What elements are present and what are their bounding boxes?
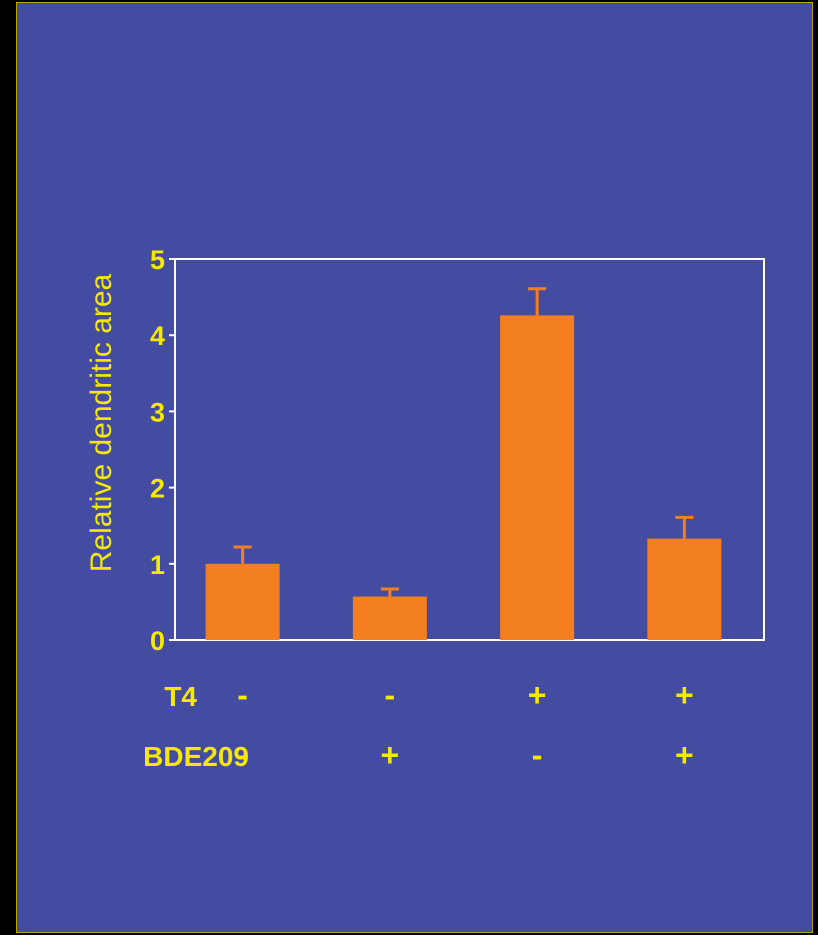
condition-table: T4- - + +BDE209- + - + [143,677,694,773]
y-tick-label: 1 [150,550,165,580]
bar [500,315,575,640]
condition-sign: - [237,737,248,773]
condition-sign: + [675,677,694,713]
condition-sign: - [237,677,248,713]
condition-sign: + [675,737,694,773]
y-tick-label: 0 [150,626,165,656]
plot-frame [174,258,765,641]
condition-sign: + [381,737,400,773]
condition-label: BDE209 [143,741,249,772]
bar [647,538,722,640]
slide-background: Relative dendritic area 0 1 2 3 4 5 T4 - - + + BDE… [16,2,813,933]
bar-chart: Relative dendritic area 0 1 2 3 4 5 T4 - - + + BDE… [85,245,765,773]
y-tick-label: 4 [150,321,165,351]
condition-sign: - [385,677,396,713]
bar [205,563,280,640]
y-axis-label: Relative dendritic area [85,273,118,572]
condition-label: T4 [164,681,197,712]
condition-sign: + [528,677,547,713]
y-tick-label: 3 [150,397,165,427]
y-axis: 0 1 2 3 4 5 [150,245,175,656]
bar [352,596,427,640]
bar-series [205,287,722,640]
y-tick-label: 2 [150,474,165,504]
y-tick-label: 5 [150,245,165,275]
condition-sign: - [532,737,543,773]
